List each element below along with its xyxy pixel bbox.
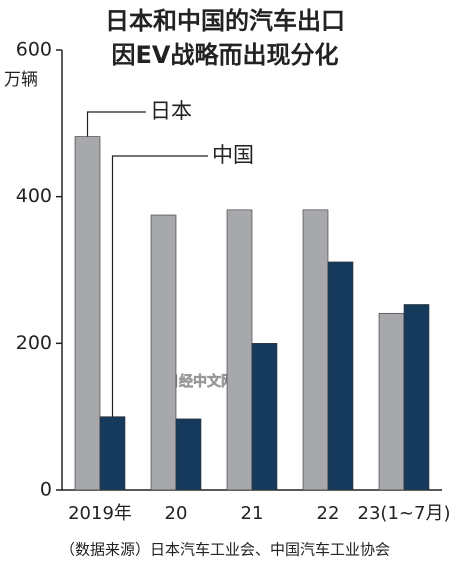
legend-leader <box>86 111 146 137</box>
x-tick-label: 20 <box>165 503 188 524</box>
bar <box>327 261 354 491</box>
source: （数据来源）日本汽车工业会、中国汽车工业协会 <box>60 541 390 559</box>
watermark: 日经中文网 <box>165 373 235 390</box>
bar <box>99 416 126 491</box>
x-tick-label: 22 <box>317 503 340 524</box>
x-tick-label: 23(1~7月) <box>358 503 450 524</box>
legend-label: 中国 <box>212 143 254 167</box>
bar <box>251 343 278 491</box>
chart-title: 因EV战略而出现分化 <box>112 41 339 69</box>
bar <box>226 209 253 491</box>
legend-leader <box>111 155 208 417</box>
bar <box>302 209 329 491</box>
y-tick-label: 0 <box>40 479 52 501</box>
y-axis-label: 万辆 <box>4 70 38 90</box>
y-tick-label: 400 <box>16 185 52 207</box>
bar <box>378 312 405 491</box>
y-tick-label: 600 <box>16 39 52 61</box>
bar <box>175 418 202 491</box>
x-tick-label: 21 <box>241 503 264 524</box>
chart-title: 日本和中国的汽车出口 <box>105 7 345 35</box>
x-tick-label: 2019年 <box>68 503 132 524</box>
bar <box>150 214 177 491</box>
bar <box>403 304 430 491</box>
y-tick-label: 200 <box>16 332 52 354</box>
legend-label: 日本 <box>150 99 192 123</box>
bar <box>74 136 101 491</box>
